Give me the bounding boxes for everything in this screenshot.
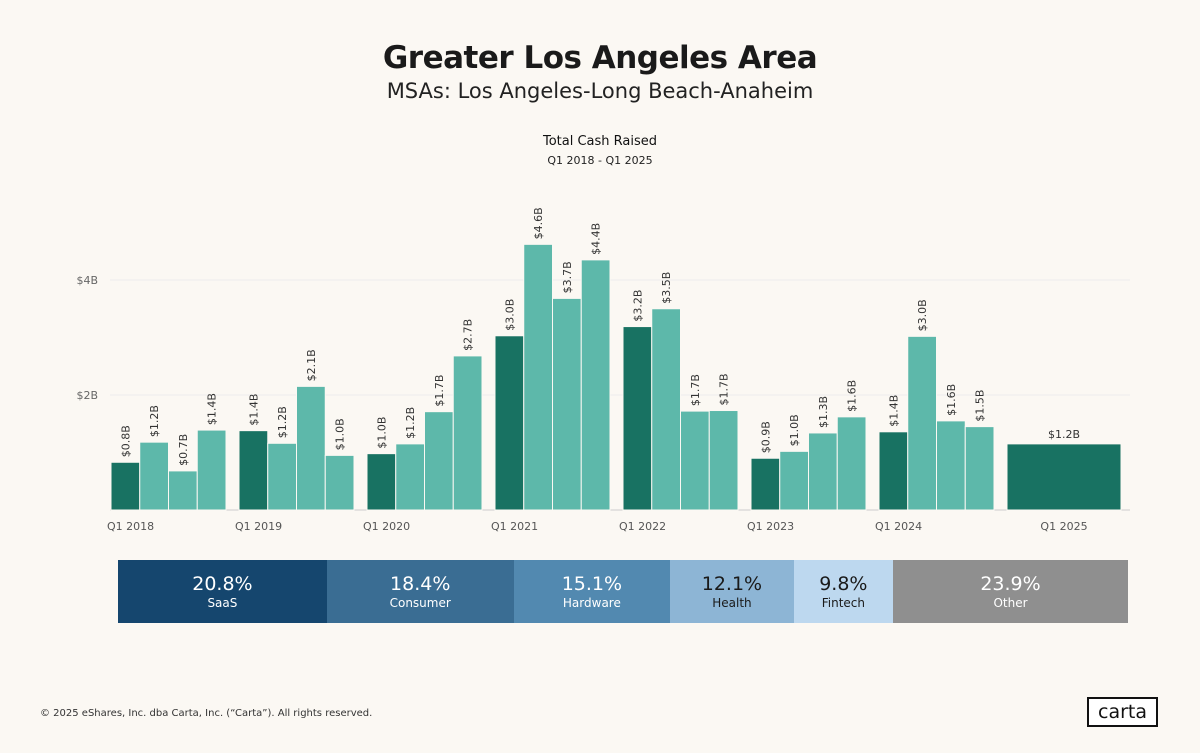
data-label: $3.5B [660, 272, 673, 304]
bar [324, 454, 355, 511]
data-label: $0.9B [759, 421, 772, 453]
data-label: $2.1B [305, 349, 318, 381]
sector-breakdown-bar: 20.8% SaaS 18.4% Consumer 15.1% Hardware 12.1%… [118, 560, 1128, 623]
sector-label: Health [712, 595, 752, 610]
bar [552, 297, 582, 511]
sector-label: Fintech [821, 595, 865, 610]
data-label: $1.2B [276, 406, 289, 438]
bar [808, 432, 838, 511]
sector-segment-saas: 20.8% SaaS [118, 560, 327, 623]
data-label: $2.7B [462, 319, 475, 351]
sector-percentage: 23.9% [980, 572, 1041, 595]
page-title: Greater Los Angeles Area [382, 40, 818, 76]
sector-segment-fintech: 9.8% Fintech [793, 560, 894, 623]
x-tick-label: Q1 2021 [491, 520, 538, 533]
bar [110, 461, 141, 511]
sector-segment-hardware: 15.1% Hardware [513, 560, 671, 623]
data-label: $1.0B [334, 418, 347, 450]
sector-segment-other: 23.9% Other [893, 560, 1128, 623]
bar [424, 411, 454, 511]
bar [196, 429, 227, 511]
data-label: $0.7B [177, 434, 190, 466]
bar [139, 441, 169, 511]
sector-label: SaaS [207, 595, 238, 610]
carta-logo: carta [1087, 697, 1158, 727]
chart-title: Total Cash Raised [542, 134, 658, 149]
bar [964, 426, 995, 511]
sector-segment-health: 12.1% Health [670, 560, 794, 623]
sector-percentage: 15.1% [561, 572, 623, 595]
copyright-notice: © 2025 eShares, Inc. dba Carta, Inc. (“C… [40, 708, 373, 719]
x-tick-label: Q1 2022 [619, 520, 666, 533]
data-label: $1.4B [247, 394, 260, 426]
x-tick-label: Q1 2024 [875, 520, 922, 533]
bar [296, 385, 326, 511]
data-label: $1.2B [404, 407, 417, 439]
data-label: $1.6B [846, 380, 859, 412]
data-label: $1.0B [788, 414, 801, 446]
bar [878, 431, 909, 511]
sector-percentage: 12.1% [701, 572, 763, 595]
bar [494, 335, 525, 511]
sector-percentage: 9.8% [819, 572, 868, 595]
data-label: $3.7B [561, 261, 574, 293]
bar [708, 410, 739, 511]
x-tick-label: Q1 2023 [747, 520, 794, 533]
data-label: $1.7B [718, 373, 731, 405]
sector-label: Hardware [562, 595, 621, 610]
bar [395, 443, 425, 511]
data-label: $1.6B [945, 384, 958, 416]
data-label: $1.2B [1048, 428, 1080, 441]
sector-segment-consumer: 18.4% Consumer [326, 560, 514, 623]
bar [836, 416, 867, 511]
bar [366, 453, 397, 511]
sector-percentage: 20.8% [192, 572, 253, 595]
x-tick-label: Q1 2018 [107, 520, 154, 533]
x-tick-label: Q1 2025 [1040, 520, 1087, 533]
sector-percentage: 18.4% [390, 572, 451, 595]
y-tick-label: $4B [76, 274, 98, 287]
bar [168, 470, 198, 511]
bar [267, 442, 297, 511]
bar [622, 326, 653, 511]
bar [452, 355, 483, 511]
bar [523, 243, 553, 511]
sector-label: Other [993, 595, 1028, 610]
data-label: $1.2B [148, 405, 161, 437]
data-label: $3.2B [631, 290, 644, 322]
data-label: $1.7B [433, 375, 446, 407]
bar [750, 457, 781, 511]
bar [238, 430, 269, 511]
bar [580, 259, 611, 511]
bar [907, 335, 937, 511]
bar [779, 450, 809, 511]
data-label: $1.5B [974, 390, 987, 422]
data-label: $1.0B [375, 417, 388, 449]
bar [680, 410, 710, 511]
data-label: $1.3B [817, 396, 830, 428]
x-tick-label: Q1 2020 [363, 520, 410, 533]
data-label: $1.7B [689, 374, 702, 406]
data-label: $0.8B [119, 425, 132, 457]
data-label: $4.4B [590, 223, 603, 255]
page-subtitle: MSAs: Los Angeles-Long Beach-Anaheim [386, 79, 814, 103]
data-label: $4.6B [532, 207, 545, 239]
x-tick-label: Q1 2019 [235, 520, 282, 533]
y-tick-label: $2B [76, 389, 98, 402]
data-label: $1.4B [887, 395, 900, 427]
data-label: $3.0B [503, 299, 516, 331]
chart-subtitle: Q1 2018 - Q1 2025 [547, 154, 653, 167]
bar [651, 308, 681, 511]
cash-raised-chart: $2B $4B $0.8B $1.2B $0.7B $1.4B $1.4B $1.2B $2.1… [76, 207, 1130, 533]
sector-label: Consumer [389, 595, 451, 610]
data-label: $1.4B [206, 393, 219, 425]
data-label: $3.0B [916, 299, 929, 331]
bar [1006, 443, 1122, 511]
bar [936, 420, 966, 511]
